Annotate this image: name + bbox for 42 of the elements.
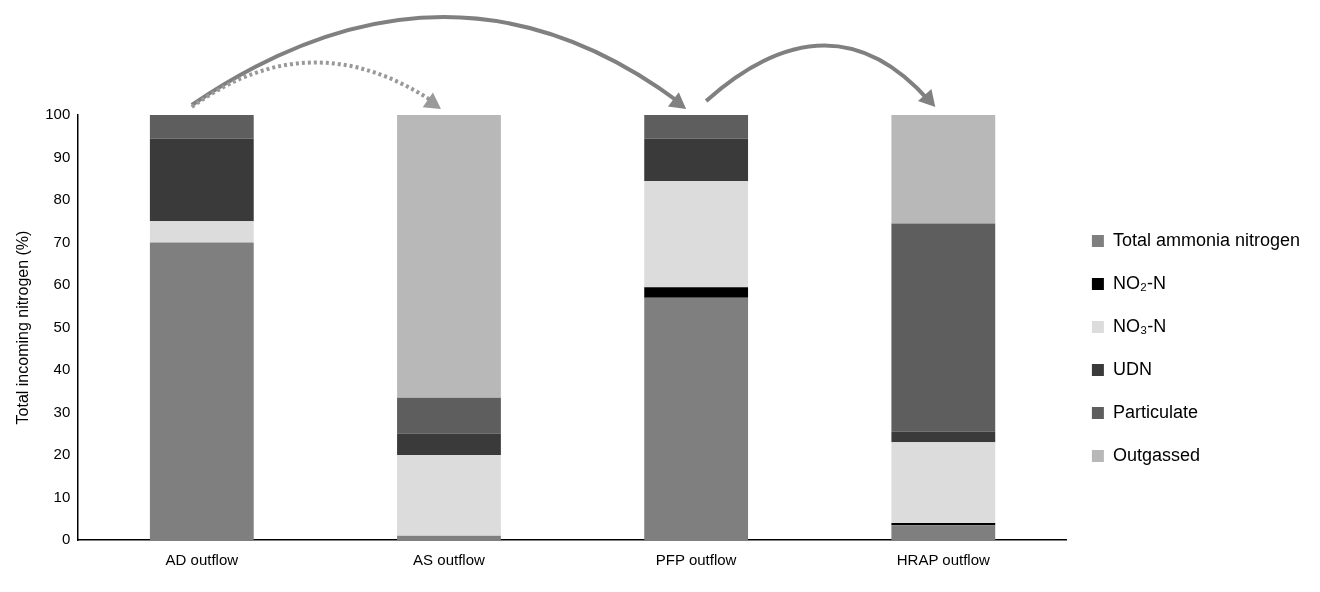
bar xyxy=(397,397,501,434)
x-tick-label: HRAP outflow xyxy=(896,551,991,569)
y-tick-label: 80 xyxy=(53,190,71,208)
bar xyxy=(397,115,501,398)
y-tick-label: 0 xyxy=(61,530,71,548)
legend-label: NO₂-N xyxy=(1112,272,1166,293)
bar xyxy=(149,242,254,540)
legend-label: Particulate xyxy=(1112,401,1198,422)
bar xyxy=(149,138,254,222)
bar xyxy=(397,535,501,540)
bar xyxy=(891,115,996,224)
y-tick-label: 90 xyxy=(53,147,71,165)
bar xyxy=(891,523,996,526)
bar xyxy=(149,221,254,243)
bar xyxy=(644,180,749,288)
y-tick-label: 20 xyxy=(53,445,71,463)
bar xyxy=(891,431,996,443)
bar xyxy=(644,297,749,540)
y-tick-label: 40 xyxy=(53,360,71,378)
bar xyxy=(397,455,501,536)
bar xyxy=(149,115,254,139)
bar xyxy=(891,442,996,523)
y-tick-label: 50 xyxy=(53,317,71,335)
y-axis-title: Total incoming nitrogen (%) xyxy=(14,230,32,425)
bar xyxy=(644,138,749,181)
y-tick-label: 60 xyxy=(53,275,71,293)
legend-label: Outgassed xyxy=(1112,444,1200,465)
bar xyxy=(397,433,501,455)
legend-label: Total ammonia nitrogen xyxy=(1112,229,1301,250)
bar xyxy=(891,223,996,432)
bar xyxy=(644,115,749,139)
y-tick-label: 10 xyxy=(53,487,71,505)
y-tick-label: 30 xyxy=(53,402,71,420)
bar xyxy=(644,287,749,298)
y-tick-label: 70 xyxy=(53,232,71,250)
x-tick-label: PFP outflow xyxy=(655,551,737,569)
x-tick-label: AS outflow xyxy=(413,551,485,569)
legend-label: NO₃-N xyxy=(1112,315,1167,336)
legend-label: UDN xyxy=(1112,358,1152,379)
x-tick-label: AD outflow xyxy=(165,551,239,569)
y-tick-label: 100 xyxy=(45,105,71,123)
bar xyxy=(891,525,996,540)
